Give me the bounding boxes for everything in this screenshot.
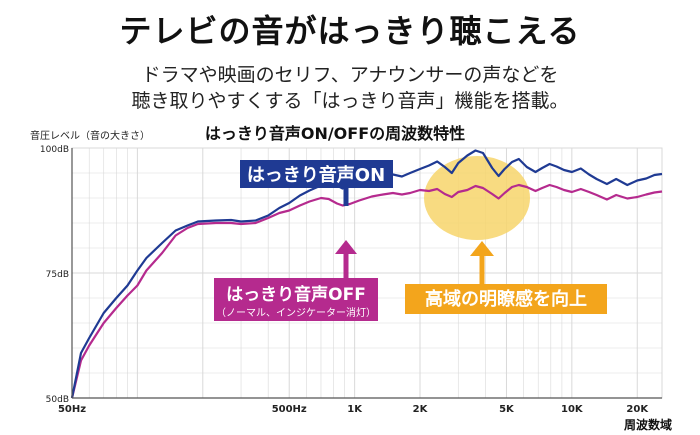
y-axis-label: 音圧レベル（音の大きさ） [30,129,150,142]
annotation-off-sublabel: （ノーマル、インジケーター消灯） [216,306,376,319]
annotation-on-label: はっきり音声ON [247,164,385,186]
description-line-2: 聴き取りやすくする「はっきり音声」機能を搭載。 [131,90,569,112]
y-tick-label: 75dB [46,270,69,280]
series-line-on [70,149,663,399]
x-tick-label: 2K [413,404,429,415]
x-tick-label: 10K [561,404,584,415]
x-axis-label: 周波数域 [624,417,672,432]
chart-series [70,149,663,399]
chart-title: はっきり音声ON/OFFの周波数特性 [205,124,465,143]
annotation-boost: 高域の明瞭感を向上 [405,241,607,314]
annotation-on-box [240,160,393,188]
y-tick-label: 100dB [40,145,69,155]
x-tick-label: 5K [499,404,515,415]
x-tick-label: 500Hz [272,404,307,415]
annotation-boost-label: 高域の明瞭感を向上 [425,288,587,310]
annotation-on: はっきり音声ON [240,160,393,206]
annotation-boost-box [405,284,607,314]
y-tick-label: 50dB [46,395,69,405]
annotation-boost-arrowhead [470,241,494,256]
x-tick-label: 20K [626,404,649,415]
headline: テレビの音がはっきり聴こえる [119,12,581,50]
annotation-off-label: はっきり音声OFF [226,284,366,305]
annotation-off-arrowhead [335,240,357,254]
annotation-off-box [214,278,378,321]
x-tick-label: 1K [347,404,363,415]
annotation-off: はっきり音声OFF （ノーマル、インジケーター消灯） [214,240,378,321]
description-line-1: ドラマや映画のセリフ、アナウンサーの声などを [141,64,559,86]
x-tick-label: 50Hz [58,404,86,415]
series-line-off [70,183,663,399]
treble-highlight [424,156,530,240]
